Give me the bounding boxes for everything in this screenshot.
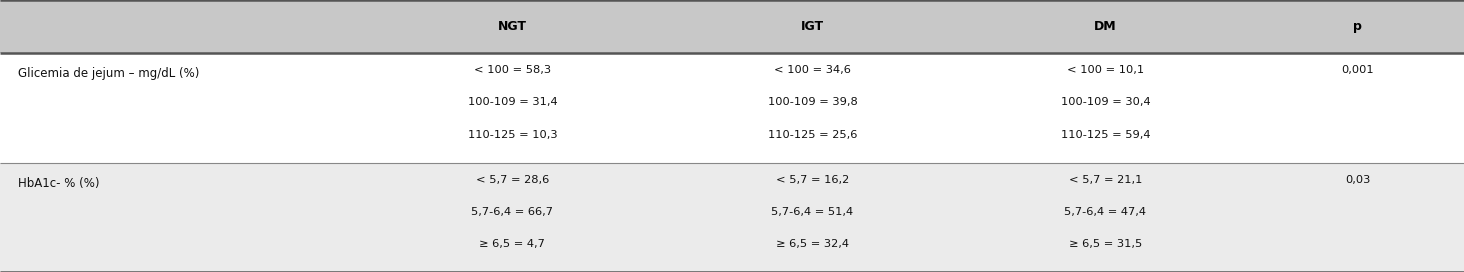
Text: 110-125 = 59,4: 110-125 = 59,4 bbox=[1060, 130, 1151, 140]
Text: 0,03: 0,03 bbox=[1345, 175, 1370, 185]
Bar bbox=[0, 53, 1464, 163]
Text: IGT: IGT bbox=[801, 20, 824, 33]
Text: p: p bbox=[1353, 20, 1363, 33]
Text: 5,7-6,4 = 47,4: 5,7-6,4 = 47,4 bbox=[1064, 207, 1146, 217]
Text: < 100 = 10,1: < 100 = 10,1 bbox=[1067, 65, 1143, 75]
Text: 110-125 = 10,3: 110-125 = 10,3 bbox=[467, 130, 558, 140]
Text: 0,001: 0,001 bbox=[1341, 65, 1375, 75]
Text: DM: DM bbox=[1094, 20, 1117, 33]
Text: ≥ 6,5 = 32,4: ≥ 6,5 = 32,4 bbox=[776, 239, 849, 249]
Text: 5,7-6,4 = 51,4: 5,7-6,4 = 51,4 bbox=[772, 207, 854, 217]
Text: Glicemia de jejum – mg/dL (%): Glicemia de jejum – mg/dL (%) bbox=[18, 67, 199, 80]
Text: < 5,7 = 28,6: < 5,7 = 28,6 bbox=[476, 175, 549, 185]
Text: 5,7-6,4 = 66,7: 5,7-6,4 = 66,7 bbox=[471, 207, 553, 217]
Bar bbox=[0, 163, 1464, 272]
Text: 110-125 = 25,6: 110-125 = 25,6 bbox=[767, 130, 858, 140]
Text: NGT: NGT bbox=[498, 20, 527, 33]
Text: 100-109 = 30,4: 100-109 = 30,4 bbox=[1060, 97, 1151, 107]
Text: 100-109 = 39,8: 100-109 = 39,8 bbox=[767, 97, 858, 107]
Text: HbA1c- % (%): HbA1c- % (%) bbox=[18, 177, 100, 190]
Text: < 5,7 = 16,2: < 5,7 = 16,2 bbox=[776, 175, 849, 185]
Text: < 5,7 = 21,1: < 5,7 = 21,1 bbox=[1069, 175, 1142, 185]
Text: < 100 = 34,6: < 100 = 34,6 bbox=[774, 65, 851, 75]
Text: 100-109 = 31,4: 100-109 = 31,4 bbox=[467, 97, 558, 107]
Bar bbox=[0, 0, 1464, 53]
Text: ≥ 6,5 = 4,7: ≥ 6,5 = 4,7 bbox=[480, 239, 545, 249]
Text: < 100 = 58,3: < 100 = 58,3 bbox=[474, 65, 550, 75]
Text: ≥ 6,5 = 31,5: ≥ 6,5 = 31,5 bbox=[1069, 239, 1142, 249]
